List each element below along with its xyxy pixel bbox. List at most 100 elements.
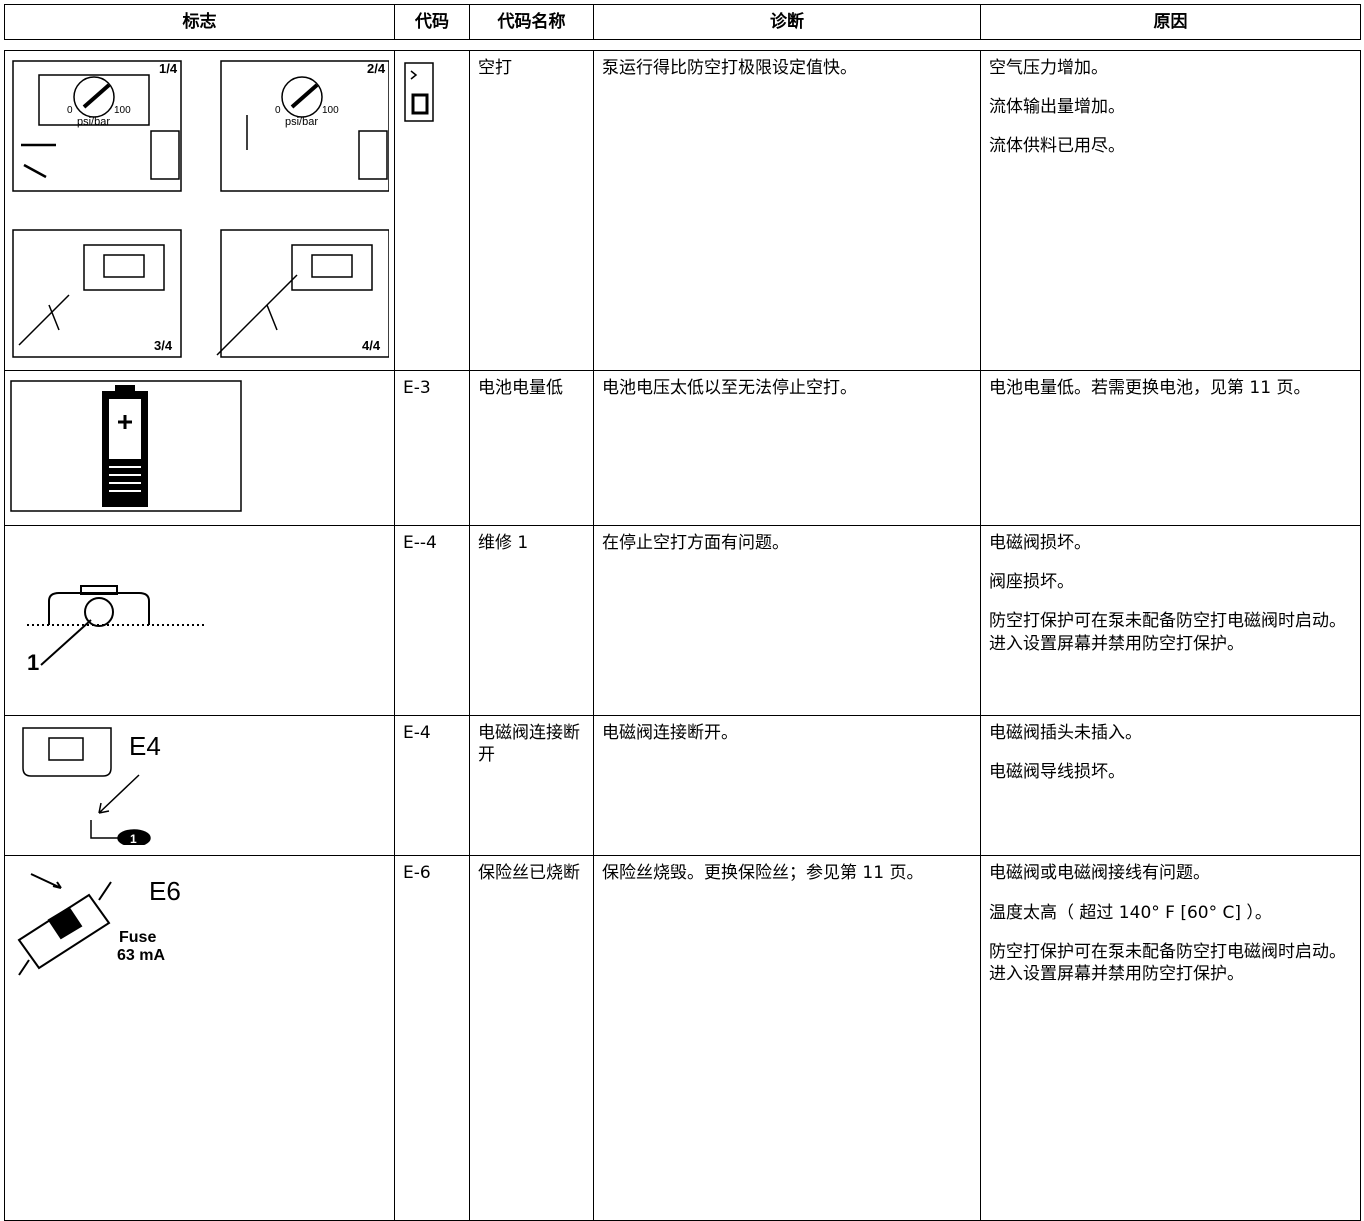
cell: 1/4 0 100 psi/bar 2/4 0 100 psi/bar 3/4 … [4,50,395,372]
diagnosis: 电磁阀连接断开。 [593,715,981,857]
icon-label: E4 [129,731,161,761]
icon-label: Fuse [119,929,156,946]
solenoid-icon: E4 1 [22,727,161,848]
icon-label: 1 [130,832,137,845]
shape [73,76,115,118]
cause: 流体供料已用尽。 [989,136,1125,157]
icon-label: 2/4 [367,61,386,76]
code: E-4 [394,715,470,857]
diagnosis: 泵运行得比防空打极限设定值快。 [593,50,981,372]
shape: 1/4 0 100 psi/bar [12,60,182,192]
column-header: 原因 [980,3,1361,41]
shape [404,62,434,122]
icon-label: 3/4 [154,338,173,353]
shape [10,380,242,512]
gap-row [4,39,1361,52]
cell: 电磁阀或电磁阀接线有问题。 温度太高（ 超过 140° F [60° C] ）。防… [980,855,1361,1221]
diagnosis: 电池电压太低以至无法停止空打。 [593,370,981,527]
cause: 电磁阀损坏。 [989,533,1091,554]
cause: 电磁阀导线损坏。 [989,762,1125,783]
cause: 阀座损坏。 [989,572,1074,593]
shape [18,294,70,346]
column-header: 诊断 [593,3,981,41]
row: E6 Fuse 63 mA E-6 保险丝已烧断 保险丝烧毁。更换保险丝；参见第 1… [4,855,1361,1221]
column-header: 代码 [394,3,470,41]
icon-label: 0 [275,105,281,116]
cell: 电磁阀损坏。 阀座损坏。防空打保护可在泵未配备防空打电磁阀时启动。进入设置屏幕并禁… [980,525,1361,717]
shape [358,130,388,180]
shape [290,83,319,109]
icon: 1/4 0 100 psi/bar 2/4 0 100 psi/bar 3/4 … [12,60,390,358]
cause: 温度太高（ 超过 140° F [60° C] ）。 [989,902,1272,923]
cell [394,50,470,372]
cause: 电磁阀插头未插入。 [989,723,1142,744]
cell: 电池电量低。若需更换电池，见第 11 页。 [980,370,1361,527]
shape: 标志 代码 代码名称 诊断 原因 1/4 0 100 psi/bar 2/4 0 100… [4,3,1361,1221]
shape [48,737,84,762]
code: E-3 [394,370,470,527]
cause: 防空打保护可在泵未配备防空打电磁阀时启动。进入设置屏幕并禁用防空打保护。 [989,611,1346,654]
cause: 空气压力增加。 [989,58,1108,79]
valve-icon: 1 [27,585,207,675]
row: 1/4 0 100 psi/bar 2/4 0 100 psi/bar 3/4 … [4,50,1361,372]
cell: E4 1 [4,715,395,857]
cell [4,39,1361,52]
icon-label: 1 [27,650,39,675]
shape [103,254,145,278]
shape [115,385,135,394]
icon-label: psi/bar [77,116,110,128]
shape: 4/4 [216,229,390,358]
icon-label: 100 [322,105,339,116]
row: E4 1 E-4 电磁阀连接断开 电磁阀连接断开。 电磁阀插头未插入。 电磁阀导线损坏… [4,715,1361,857]
icon-label: E6 [149,876,181,906]
code-name: 维修 1 [469,525,594,717]
code: E-6 [394,855,470,1221]
diagnosis: 保险丝烧毁。更换保险丝；参见第 11 页。 [593,855,981,1221]
code: E--4 [394,525,470,717]
battery-icon [10,380,242,512]
shape [82,83,111,109]
code-name: 空打 [469,50,594,372]
fuse-icon: E6 Fuse 63 mA [17,873,181,977]
shape [281,76,323,118]
shape [12,60,182,192]
cell: 1 [4,525,395,717]
shape [84,597,114,628]
diagnosis: 在停止空打方面有问题。 [593,525,981,717]
shape [411,93,429,115]
shape [216,274,298,356]
cell [4,370,395,527]
column-header: 代码名称 [469,3,594,41]
stall-icon [404,62,434,122]
column-header: 标志 [4,3,395,41]
shape [40,619,92,667]
shape [30,873,62,890]
shape: 3/4 [12,229,182,358]
shape [38,74,150,126]
shape [21,143,56,179]
cell: 电磁阀插头未插入。 电磁阀导线损坏。 [980,715,1361,857]
shape: 2/4 0 100 psi/bar [220,60,390,192]
icon-label: psi/bar [285,116,318,128]
cause: 电磁阀或电磁阀接线有问题。 [989,863,1210,884]
cell: E6 Fuse 63 mA [4,855,395,1221]
cause: 流体输出量增加。 [989,97,1125,118]
code-name: 保险丝已烧断 [469,855,594,1221]
shape [98,774,140,815]
row: E-3 电池电量低 电池电压太低以至无法停止空打。 电池电量低。若需更换电池，见第 … [4,370,1361,527]
shape [80,585,118,596]
shape [150,130,180,180]
shape [311,254,353,278]
shape [410,70,418,80]
shape [118,415,132,430]
shape [22,727,112,778]
row: 1 E--4 维修 1 在停止空打方面有问题。 电磁阀损坏。 阀座损坏。防空打保护可在… [4,525,1361,717]
icon-label: 100 [114,105,131,116]
icon-label: 63 mA [117,947,165,964]
icon-label: 0 [67,105,73,116]
shape [18,881,112,977]
shape [12,229,182,358]
header-row: 标志 代码 代码名称 诊断 原因 [4,3,1361,41]
cell: 空气压力增加。 流体输出量增加。 流体供料已用尽。 [980,50,1361,372]
